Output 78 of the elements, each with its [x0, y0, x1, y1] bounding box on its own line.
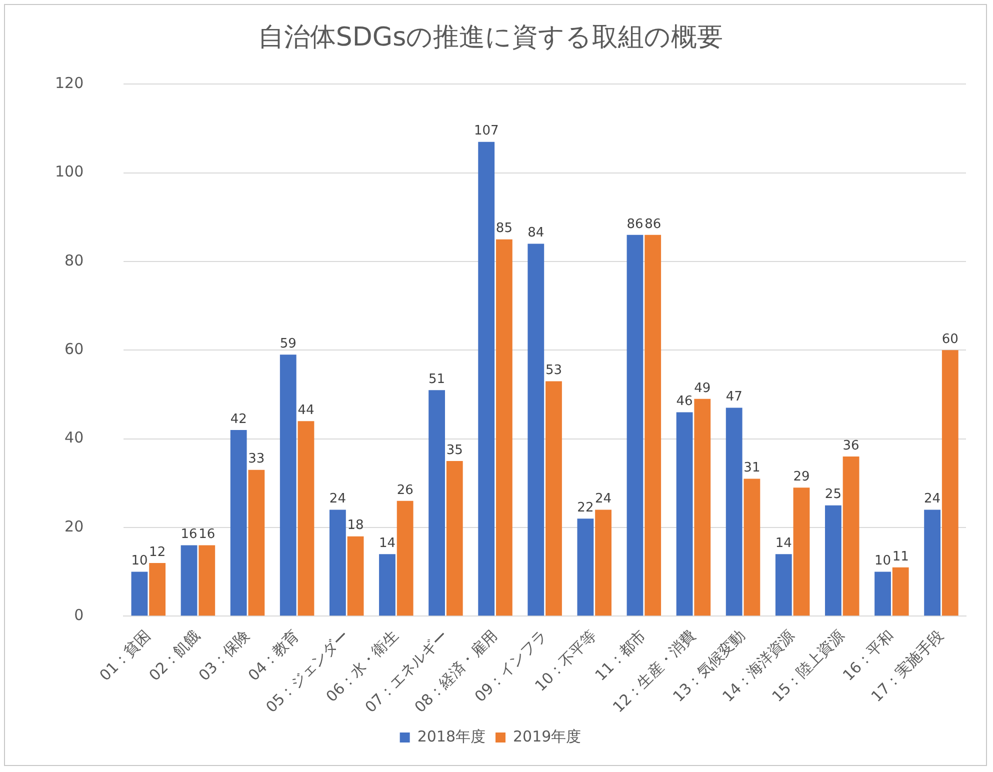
bar: [874, 572, 891, 616]
bar: [676, 412, 693, 616]
bar: [280, 354, 296, 616]
y-tick-label: 120: [54, 74, 84, 92]
data-label: 24: [595, 492, 612, 507]
bar: [694, 398, 711, 616]
data-label: 25: [824, 487, 842, 502]
bar: [198, 545, 216, 616]
bar: [180, 545, 198, 616]
y-tick-label: 40: [64, 428, 84, 447]
bar: [428, 390, 445, 616]
data-label: 10: [131, 554, 148, 569]
bar: [396, 500, 414, 616]
bar: [131, 572, 148, 616]
bar: [942, 350, 958, 616]
bar: [248, 470, 265, 616]
bar: [744, 478, 760, 616]
data-label: 24: [924, 492, 941, 507]
legend-label: 2018年度: [417, 727, 486, 746]
bar: [329, 510, 346, 616]
bar: [379, 554, 396, 616]
data-label: 44: [298, 402, 314, 418]
bar: [775, 554, 792, 616]
data-label: 51: [428, 372, 446, 387]
data-label: 84: [528, 226, 544, 241]
data-label: 59: [280, 336, 296, 352]
data-label: 10: [874, 554, 892, 569]
bar: [478, 142, 495, 616]
data-label: 12: [149, 544, 166, 560]
bar: [824, 505, 842, 616]
bar: [577, 518, 594, 616]
chart-title: 自治体SDGsの推進に資する取組の概要: [258, 22, 724, 52]
y-tick-label: 60: [64, 340, 84, 358]
data-label: 86: [626, 216, 644, 232]
bar: [149, 562, 166, 616]
bar: [347, 536, 364, 616]
bar: [546, 381, 562, 616]
data-label: 16: [198, 527, 216, 542]
data-label: 35: [446, 442, 463, 458]
bar: [528, 244, 544, 616]
data-label: 33: [248, 452, 265, 467]
data-label: 49: [694, 380, 711, 396]
data-label: 31: [744, 460, 760, 476]
data-label: 24: [329, 492, 346, 507]
data-label: 85: [496, 221, 512, 236]
data-label: 26: [396, 482, 414, 498]
legend-label: 2019年度: [513, 727, 582, 746]
y-tick-label: 80: [64, 251, 84, 270]
data-label: 22: [577, 500, 594, 516]
y-tick-label: 100: [54, 162, 84, 181]
bar: [726, 408, 742, 616]
bar: [793, 488, 810, 616]
data-label: 107: [474, 124, 499, 139]
bar: [842, 456, 860, 616]
data-label: 86: [644, 216, 662, 232]
bar: [644, 234, 662, 616]
bar: [496, 239, 512, 616]
data-label: 47: [726, 390, 742, 405]
data-label: 42: [230, 412, 247, 427]
data-label: 18: [347, 518, 364, 534]
data-label: 14: [378, 536, 396, 551]
y-tick-label: 0: [74, 606, 84, 624]
data-label: 29: [793, 469, 810, 484]
data-label: 46: [676, 394, 693, 410]
bar: [230, 430, 247, 616]
bar: [626, 234, 644, 616]
data-label: 14: [775, 536, 792, 551]
data-label: 16: [180, 527, 198, 542]
bar: [892, 567, 909, 616]
bar: [924, 510, 941, 616]
y-tick-label: 20: [64, 517, 84, 536]
data-label: 36: [842, 438, 860, 454]
bar: [595, 510, 612, 616]
bar: [298, 421, 314, 616]
data-label: 53: [545, 363, 562, 378]
bar: [446, 460, 463, 616]
data-label: 11: [892, 549, 909, 564]
data-label: 60: [942, 332, 958, 348]
